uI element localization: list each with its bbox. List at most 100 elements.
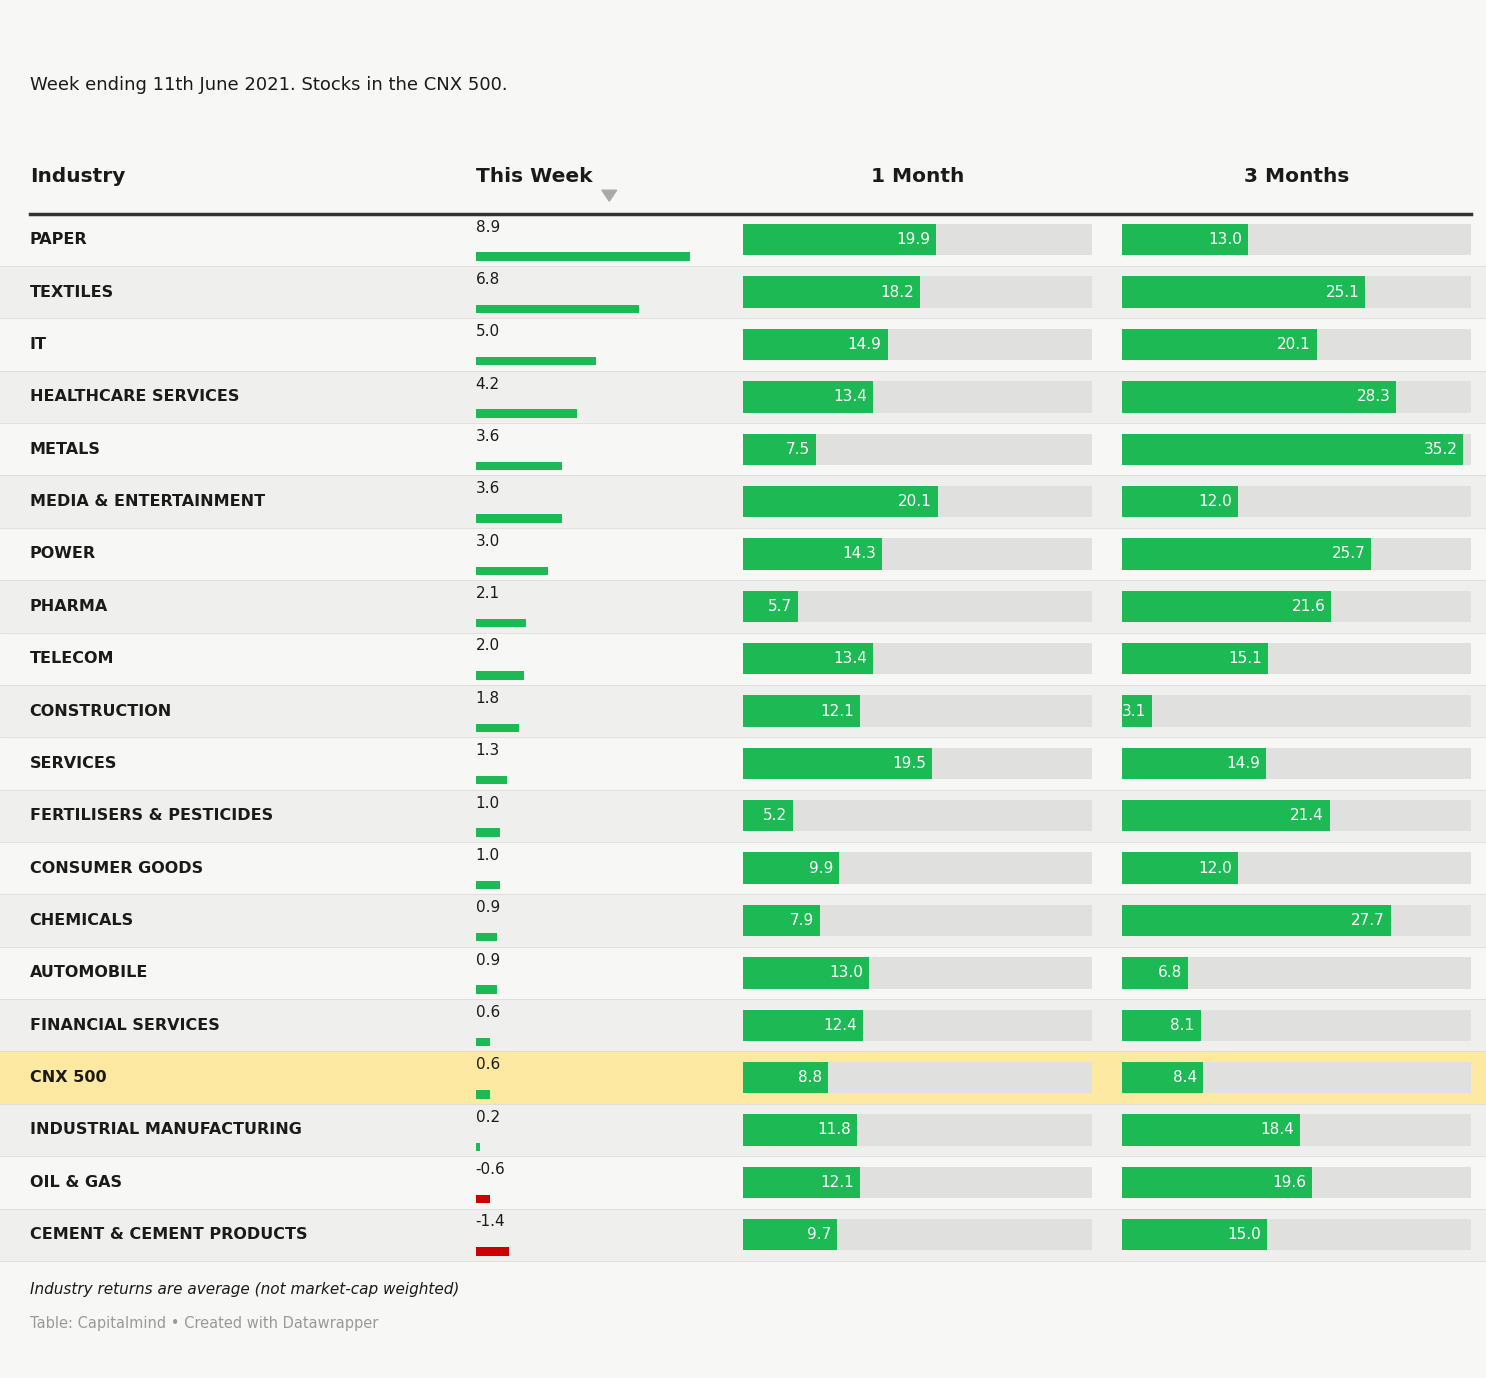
Text: 12.4: 12.4	[823, 1018, 857, 1032]
Bar	[1122, 1062, 1204, 1093]
Bar	[476, 357, 596, 365]
Bar	[1122, 539, 1372, 569]
Bar	[0, 371, 1486, 423]
Text: Week ending 11th June 2021. Stocks in the CNX 500.: Week ending 11th June 2021. Stocks in th…	[30, 76, 507, 94]
Text: 25.1: 25.1	[1326, 285, 1360, 299]
Text: TELECOM: TELECOM	[30, 652, 114, 666]
Text: 28.3: 28.3	[1357, 390, 1391, 404]
Bar	[1122, 696, 1471, 726]
Bar	[1122, 905, 1391, 936]
Bar	[743, 434, 1092, 464]
Text: METALS: METALS	[30, 442, 101, 456]
Bar	[743, 801, 794, 831]
Bar	[743, 486, 1092, 517]
Text: 3.6: 3.6	[476, 481, 499, 496]
Bar	[1122, 1115, 1300, 1145]
Text: CHEMICALS: CHEMICALS	[30, 914, 134, 927]
Bar	[1122, 225, 1248, 255]
Text: 3.6: 3.6	[476, 429, 499, 444]
Text: CNX 500: CNX 500	[30, 1071, 107, 1084]
Bar	[743, 277, 1092, 307]
Bar	[1122, 1167, 1312, 1197]
Bar	[743, 1115, 857, 1145]
Text: 5.7: 5.7	[768, 599, 792, 613]
Bar	[743, 1115, 1092, 1145]
Bar	[1122, 277, 1471, 307]
Bar	[743, 853, 1092, 883]
Bar	[1122, 382, 1471, 412]
Bar	[1122, 958, 1471, 988]
Text: 4.2: 4.2	[476, 376, 499, 391]
Text: 5.2: 5.2	[764, 809, 788, 823]
Bar	[0, 528, 1486, 580]
Bar	[0, 790, 1486, 842]
Text: 15.0: 15.0	[1227, 1228, 1262, 1242]
Text: 6.8: 6.8	[476, 271, 499, 287]
Text: 1.0: 1.0	[476, 847, 499, 863]
Text: 11.8: 11.8	[817, 1123, 851, 1137]
Bar	[743, 801, 1092, 831]
Text: 9.9: 9.9	[808, 861, 834, 875]
Text: 18.4: 18.4	[1260, 1123, 1294, 1137]
Text: PAPER: PAPER	[30, 233, 88, 247]
Bar	[743, 486, 938, 517]
Bar	[743, 644, 872, 674]
Text: -0.6: -0.6	[476, 1162, 505, 1177]
Text: 0.6: 0.6	[476, 1005, 499, 1020]
Bar	[743, 905, 820, 936]
Bar	[1122, 382, 1397, 412]
Text: 19.6: 19.6	[1272, 1175, 1306, 1189]
Bar	[743, 329, 887, 360]
Bar	[476, 252, 690, 260]
Text: FINANCIAL SERVICES: FINANCIAL SERVICES	[30, 1018, 220, 1032]
Bar	[743, 1167, 860, 1197]
Bar	[0, 737, 1486, 790]
Text: CONSTRUCTION: CONSTRUCTION	[30, 704, 172, 718]
Text: 9.7: 9.7	[807, 1228, 831, 1242]
Bar	[743, 696, 1092, 726]
Text: 13.0: 13.0	[1208, 233, 1242, 247]
Text: 12.1: 12.1	[820, 1175, 854, 1189]
Bar	[1122, 486, 1471, 517]
Text: 19.9: 19.9	[896, 233, 930, 247]
Bar	[743, 644, 1092, 674]
Text: Table: Capitalmind • Created with Datawrapper: Table: Capitalmind • Created with Datawr…	[30, 1316, 377, 1331]
Bar	[1122, 801, 1330, 831]
Text: 13.4: 13.4	[834, 652, 866, 666]
Bar	[743, 382, 872, 412]
Text: 3.1: 3.1	[1122, 704, 1146, 718]
Text: 21.4: 21.4	[1290, 809, 1324, 823]
Bar	[0, 947, 1486, 999]
Bar	[0, 842, 1486, 894]
Bar	[1122, 696, 1152, 726]
Bar	[743, 277, 920, 307]
Text: 0.6: 0.6	[476, 1057, 499, 1072]
Bar	[476, 566, 548, 575]
Text: 0.9: 0.9	[476, 900, 499, 915]
Bar	[1122, 958, 1187, 988]
Bar	[743, 696, 860, 726]
Bar	[1122, 591, 1331, 621]
Bar	[743, 748, 932, 779]
Bar	[1122, 486, 1238, 517]
Text: 13.4: 13.4	[834, 390, 866, 404]
Text: 3.0: 3.0	[476, 533, 499, 548]
Text: 2.1: 2.1	[476, 586, 499, 601]
Bar	[0, 894, 1486, 947]
Text: -1.4: -1.4	[476, 1214, 505, 1229]
Bar	[743, 958, 869, 988]
Bar	[0, 1156, 1486, 1209]
Text: AUTOMOBILE: AUTOMOBILE	[30, 966, 149, 980]
Text: 20.1: 20.1	[1276, 338, 1311, 351]
Text: MEDIA & ENTERTAINMENT: MEDIA & ENTERTAINMENT	[30, 495, 265, 508]
Bar	[743, 1220, 1092, 1250]
Bar	[0, 1051, 1486, 1104]
Bar	[1122, 1220, 1268, 1250]
Text: 5.0: 5.0	[476, 324, 499, 339]
Bar	[0, 423, 1486, 475]
Bar	[476, 985, 498, 994]
Text: 19.5: 19.5	[892, 757, 926, 770]
Text: FERTILISERS & PESTICIDES: FERTILISERS & PESTICIDES	[30, 809, 273, 823]
Text: 20.1: 20.1	[898, 495, 932, 508]
Text: 15.1: 15.1	[1229, 652, 1263, 666]
